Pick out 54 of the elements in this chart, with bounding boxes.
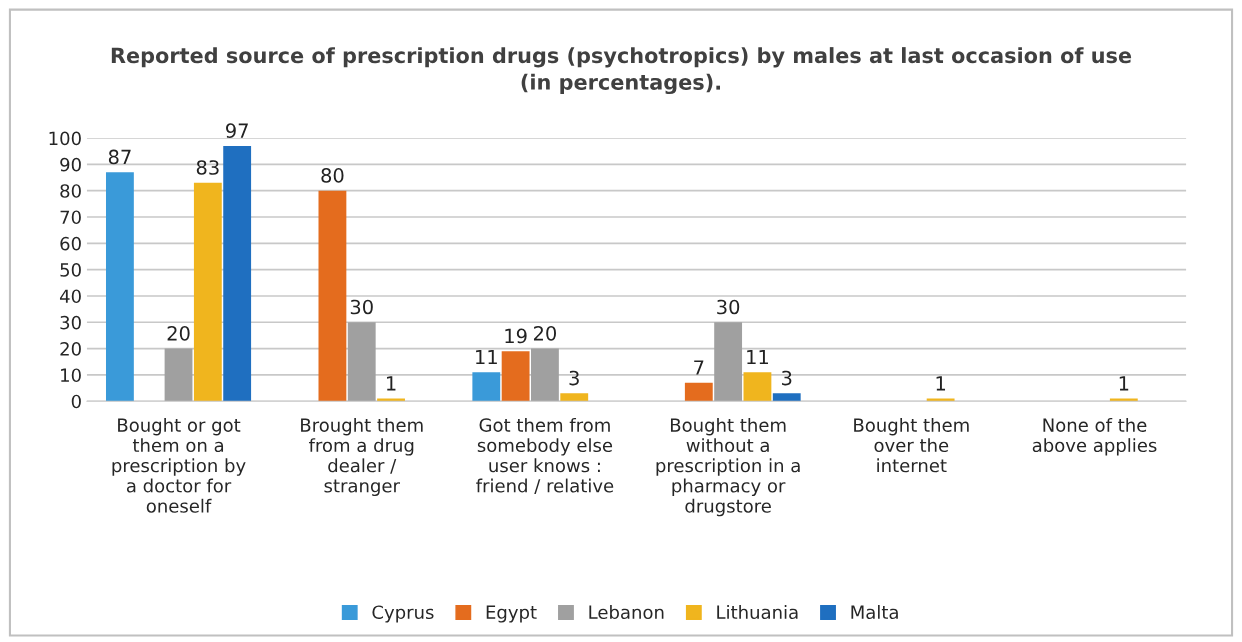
- y-tick-label: 0: [71, 394, 81, 409]
- x-tick-label: Bought them without a prescription in a pharmacy or drugstore: [656, 417, 800, 517]
- x-tick-label: Got them from somebody else user knows : friend / relative: [476, 417, 614, 494]
- data-label: 3: [569, 370, 579, 386]
- bar: [743, 372, 772, 402]
- bar: [714, 322, 743, 402]
- data-label: 20: [533, 325, 557, 341]
- data-label: 30: [717, 299, 740, 315]
- data-label: 20: [167, 325, 190, 341]
- data-label: 19: [505, 328, 527, 344]
- y-tick-label: 20: [60, 342, 81, 356]
- legend-label: Malta: [851, 605, 898, 620]
- data-label: 11: [747, 349, 769, 365]
- data-label: 87: [108, 149, 131, 165]
- bar: [193, 182, 222, 402]
- legend-label: Lithuania: [717, 605, 798, 620]
- data-label: 3: [782, 370, 792, 386]
- y-tick-label: 100: [49, 131, 81, 146]
- bar: [531, 348, 559, 402]
- y-tick-label: 70: [60, 210, 81, 225]
- legend-label: Egypt: [486, 605, 537, 623]
- bar: [105, 172, 134, 402]
- y-tick-label: 80: [60, 184, 81, 198]
- y-tick-label: 40: [59, 289, 81, 304]
- y-tick-label: 50: [60, 263, 81, 277]
- bar: [164, 348, 193, 402]
- bar: [772, 393, 801, 402]
- bar: [318, 190, 347, 402]
- y-tick-label: 10: [61, 368, 81, 383]
- bar: [501, 351, 530, 402]
- data-label: 30: [350, 299, 373, 315]
- x-tick-label: Brought them from a drug dealer / stranger: [301, 417, 423, 497]
- y-tick-label: 90: [60, 157, 81, 172]
- data-label: 83: [196, 160, 219, 175]
- bar: [684, 382, 713, 402]
- legend-label: Cyprus: [372, 605, 434, 623]
- bar: [560, 393, 589, 402]
- x-tick-label: Bought them over the internet: [854, 417, 969, 473]
- bar: [472, 372, 501, 402]
- data-label: 1: [1119, 376, 1129, 391]
- data-label: 1: [936, 376, 946, 391]
- legend-label: Lebanon: [589, 605, 664, 620]
- x-tick-label: Bought or got them on a prescription by a doctor for oneself: [112, 417, 246, 513]
- data-label: 11: [476, 349, 497, 365]
- bar: [347, 322, 376, 402]
- chart-title: Reported source of prescription drugs (psychotropics) by males at last occasion of use (in percentages).: [111, 47, 1132, 95]
- data-label: 97: [226, 123, 248, 138]
- data-label: 7: [694, 360, 704, 375]
- data-label: 80: [321, 168, 344, 183]
- data-label: 1: [386, 376, 396, 391]
- y-tick-label: 60: [60, 236, 81, 251]
- bar: [223, 145, 252, 402]
- y-tick-label: 30: [60, 315, 81, 330]
- x-tick-label: None of the above applies: [1032, 417, 1157, 456]
